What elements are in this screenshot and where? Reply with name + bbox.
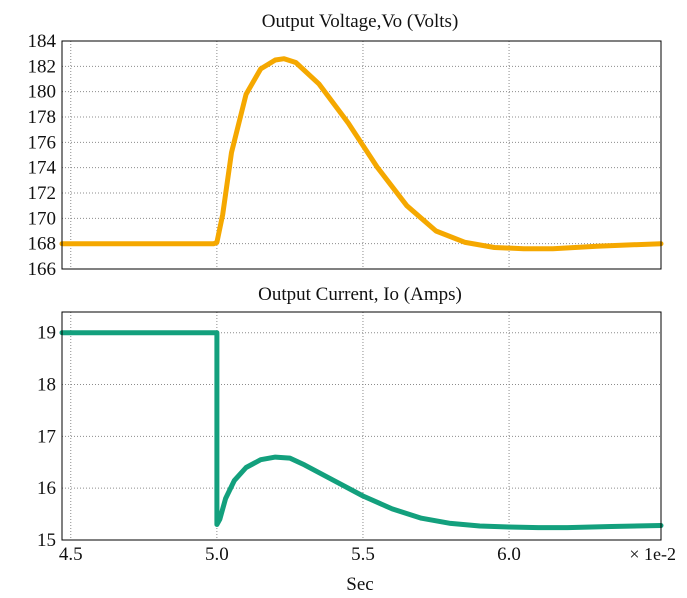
current-plot-title: Output Current, Io (Amps) — [258, 284, 462, 305]
voltage-plot-title: Output Voltage,Vo (Volts) — [262, 11, 459, 32]
x-axis-label: Sec — [346, 574, 373, 595]
current-y-ticks: 15 16 17 18 19 — [37, 323, 56, 551]
voltage-grid — [62, 41, 661, 269]
current-series-line — [59, 330, 664, 531]
voltage-plot-frame — [61, 40, 662, 270]
x-tick-label: 4.5 — [59, 544, 83, 565]
current-y-tick-label: 15 — [37, 530, 56, 551]
voltage-y-tick-label: 166 — [28, 259, 57, 280]
current-x-ticks: 4.5 5.0 5.5 6.0 — [59, 544, 521, 565]
voltage-y-tick-label: 170 — [28, 208, 57, 229]
current-plot-frame — [61, 311, 662, 541]
voltage-y-tick-label: 182 — [28, 56, 57, 77]
voltage-panel: Output Voltage,Vo (Volts) 166 168 170 172 17… — [28, 11, 664, 280]
current-panel: Output Current, Io (Amps) 15 16 17 18 19 4.5… — [37, 284, 676, 595]
voltage-y-tick-label: 184 — [28, 31, 57, 52]
x-tick-label: 5.0 — [205, 544, 229, 565]
current-y-tick-label: 19 — [37, 323, 56, 344]
current-y-tick-label: 17 — [37, 426, 56, 447]
x-tick-label: 5.5 — [351, 544, 375, 565]
current-y-tick-label: 18 — [37, 375, 56, 396]
current-y-tick-label: 16 — [37, 478, 56, 499]
voltage-y-tick-label: 174 — [28, 158, 57, 179]
voltage-y-ticks: 166 168 170 172 174 176 178 180 182 184 — [28, 31, 57, 280]
voltage-y-tick-label: 172 — [28, 183, 57, 204]
voltage-y-tick-label: 168 — [28, 234, 57, 255]
current-grid — [62, 312, 661, 540]
x-scale-note: × 1e-2 — [629, 544, 676, 564]
voltage-y-tick-label: 178 — [28, 107, 57, 128]
voltage-series-line — [59, 56, 664, 252]
voltage-y-tick-label: 176 — [28, 132, 57, 153]
x-tick-label: 6.0 — [497, 544, 521, 565]
voltage-y-tick-label: 180 — [28, 82, 57, 103]
